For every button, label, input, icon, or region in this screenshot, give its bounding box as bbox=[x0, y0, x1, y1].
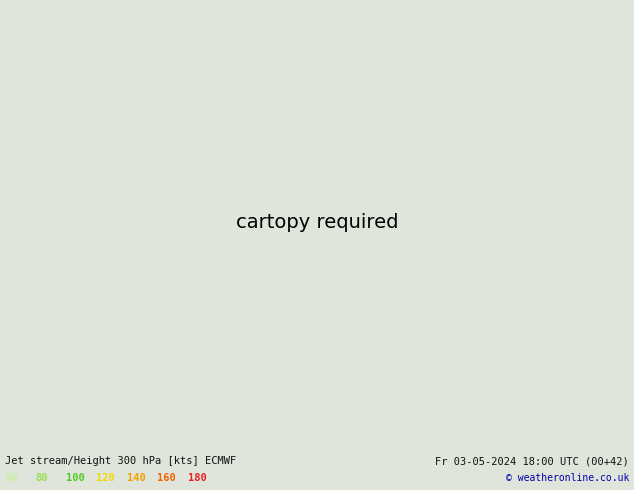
Text: 80: 80 bbox=[36, 473, 48, 483]
Text: cartopy required: cartopy required bbox=[236, 213, 398, 232]
Text: Fr 03-05-2024 18:00 UTC (00+42): Fr 03-05-2024 18:00 UTC (00+42) bbox=[435, 456, 629, 466]
Text: Jet stream/Height 300 hPa [kts] ECMWF: Jet stream/Height 300 hPa [kts] ECMWF bbox=[5, 456, 236, 466]
Text: 60: 60 bbox=[5, 473, 18, 483]
Text: 120: 120 bbox=[96, 473, 115, 483]
Text: 160: 160 bbox=[157, 473, 176, 483]
Text: 140: 140 bbox=[127, 473, 146, 483]
Text: 100: 100 bbox=[66, 473, 85, 483]
Text: © weatheronline.co.uk: © weatheronline.co.uk bbox=[505, 473, 629, 483]
Text: 180: 180 bbox=[188, 473, 207, 483]
